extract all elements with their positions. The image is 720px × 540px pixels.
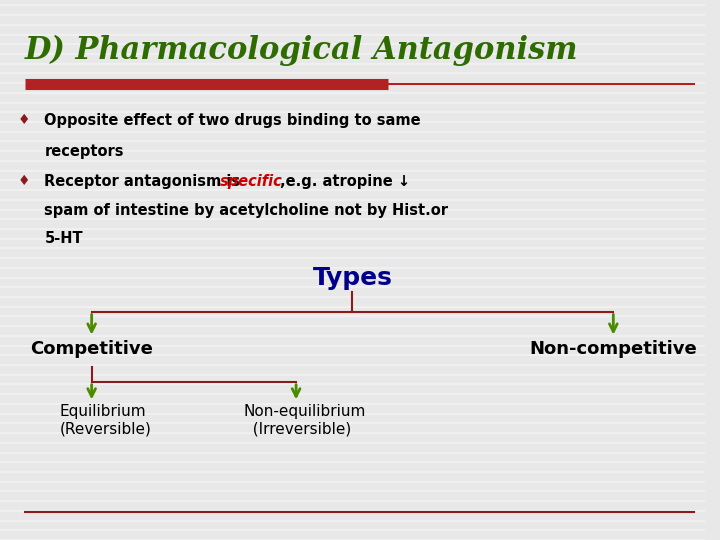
Text: Types: Types	[312, 266, 392, 290]
Text: receptors: receptors	[45, 144, 124, 159]
Text: specific: specific	[220, 174, 282, 190]
Text: Opposite effect of two drugs binding to same: Opposite effect of two drugs binding to …	[45, 113, 421, 129]
Text: Equilibrium
(Reversible): Equilibrium (Reversible)	[60, 404, 152, 437]
Text: Non-competitive: Non-competitive	[529, 340, 697, 358]
Text: Receptor antagonism is: Receptor antagonism is	[45, 174, 246, 190]
Text: 5-HT: 5-HT	[45, 231, 83, 246]
Text: D) Pharmacological Antagonism: D) Pharmacological Antagonism	[24, 35, 578, 66]
Text: spam of intestine by acetylcholine not by Hist.or: spam of intestine by acetylcholine not b…	[45, 203, 449, 218]
Text: ,e.g. atropine ↓: ,e.g. atropine ↓	[280, 174, 410, 190]
Text: ♦: ♦	[17, 174, 30, 188]
Text: ♦: ♦	[17, 113, 30, 127]
Text: Non-equilibrium
  (Irreversible): Non-equilibrium (Irreversible)	[243, 404, 366, 437]
Text: Competitive: Competitive	[30, 340, 153, 358]
